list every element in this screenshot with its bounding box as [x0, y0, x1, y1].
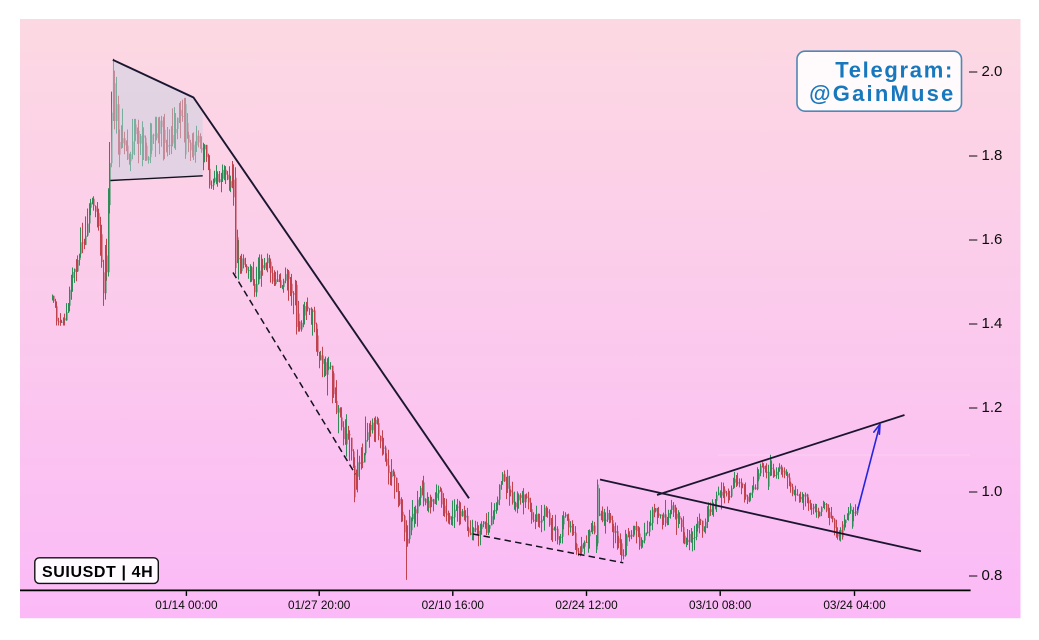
svg-text:– 1.2: – 1.2	[969, 399, 1002, 416]
svg-text:01/27 20:00: 01/27 20:00	[288, 598, 351, 612]
svg-text:03/24 04:00: 03/24 04:00	[823, 598, 886, 612]
svg-text:03/10 08:00: 03/10 08:00	[689, 598, 752, 612]
svg-text:– 1.8: – 1.8	[969, 147, 1002, 164]
svg-text:02/24 12:00: 02/24 12:00	[555, 598, 618, 612]
svg-text:Telegram:: Telegram:	[835, 58, 954, 83]
svg-text:01/14 00:00: 01/14 00:00	[155, 598, 218, 612]
svg-text:@GainMuse: @GainMuse	[809, 81, 955, 106]
svg-text:– 0.8: – 0.8	[969, 567, 1002, 584]
svg-text:SUIUSDT | 4H: SUIUSDT | 4H	[42, 564, 153, 581]
svg-text:– 1.4: – 1.4	[969, 315, 1002, 332]
svg-text:– 1.6: – 1.6	[969, 231, 1002, 248]
svg-text:– 2.0: – 2.0	[969, 63, 1002, 80]
svg-text:– 1.0: – 1.0	[969, 483, 1002, 500]
svg-text:02/10 16:00: 02/10 16:00	[422, 598, 485, 612]
